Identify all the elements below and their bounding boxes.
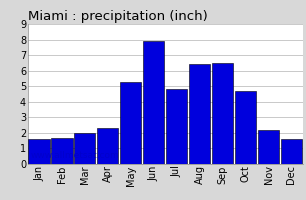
Text: Miami : precipitation (inch): Miami : precipitation (inch) xyxy=(28,10,207,23)
Bar xyxy=(28,139,50,164)
Bar xyxy=(281,139,302,164)
Bar xyxy=(258,130,279,164)
Bar xyxy=(189,64,210,164)
Bar xyxy=(143,41,164,164)
Bar xyxy=(97,128,118,164)
Bar xyxy=(166,89,187,164)
Text: www.allmetsat.com: www.allmetsat.com xyxy=(30,151,119,160)
Bar xyxy=(235,91,256,164)
Bar xyxy=(74,133,95,164)
Bar xyxy=(212,63,233,164)
Bar xyxy=(51,138,73,164)
Bar xyxy=(120,82,141,164)
